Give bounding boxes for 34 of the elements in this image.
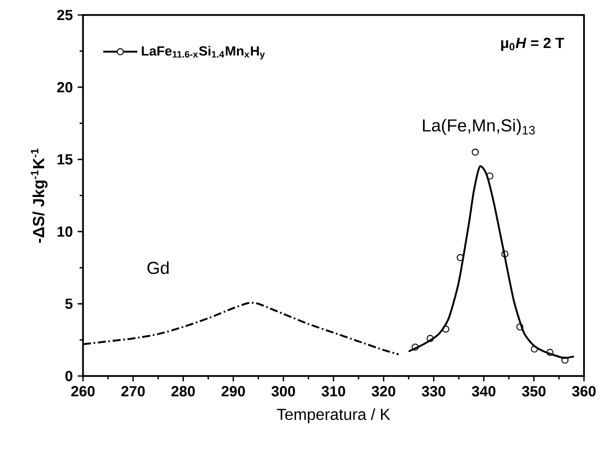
- x-tick-label: 300: [272, 386, 296, 396]
- point: [412, 344, 419, 351]
- point: [561, 356, 568, 364]
- y-tick-label: 20: [57, 82, 72, 92]
- x-tick-label: 310: [322, 386, 346, 396]
- x-tick-label: 350: [522, 386, 546, 396]
- x-tick-label: 290: [222, 386, 245, 396]
- x-tick-label: 270: [121, 386, 145, 396]
- annotation: La(Fe,Mn,Si)$_{13}$: [423, 118, 535, 135]
- point: [426, 334, 434, 342]
- y-tick-label: 10: [58, 226, 72, 237]
- x-tick-label: 260: [71, 386, 95, 396]
- x-tick-label: 340: [472, 386, 496, 396]
- point: [472, 148, 479, 156]
- legend-label: LaFe$_{11.6-x}$Si$_{1.4}$Mn$_{x}$H$_{y}$: [142, 46, 265, 60]
- x-tick-label: 360: [572, 386, 596, 396]
- y-tick-label: 15: [58, 154, 73, 165]
- x-tick-label: 280: [171, 386, 195, 396]
- y-tick-label: 5: [65, 298, 73, 309]
- point: [546, 348, 554, 356]
- point: [530, 345, 538, 353]
- x-tick-label: 330: [422, 386, 446, 396]
- point: [501, 250, 508, 258]
- y-tick-label: 0: [65, 370, 72, 382]
- annotation: μ$_{0}$H = 2 T: [501, 38, 564, 51]
- point: [516, 323, 524, 330]
- point: [486, 172, 494, 180]
- annotation: Gd: [147, 261, 169, 274]
- x-tick-label: 320: [372, 386, 396, 396]
- point: [442, 326, 450, 333]
- point: [456, 254, 464, 262]
- y-axis-title: -ΔS/ Jkg$^{-1}$K$^{-1}$: [30, 148, 48, 243]
- y-tick-label: 25: [57, 10, 73, 20]
- x-axis-title: Temperatura / K: [276, 408, 390, 424]
